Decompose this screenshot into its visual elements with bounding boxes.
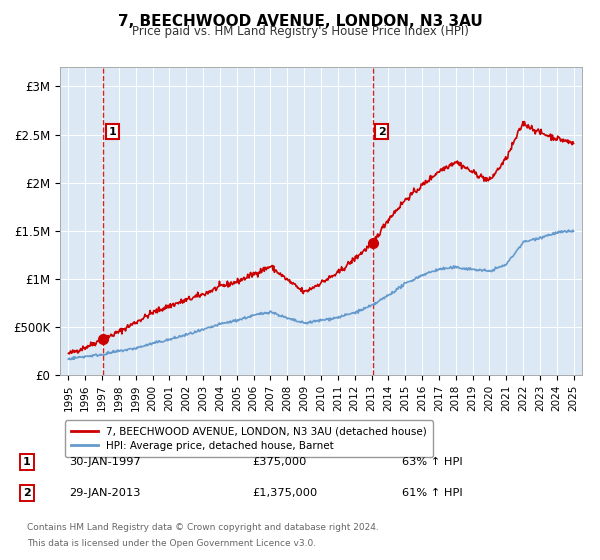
- Text: 30-JAN-1997: 30-JAN-1997: [69, 457, 141, 467]
- Text: 63% ↑ HPI: 63% ↑ HPI: [402, 457, 463, 467]
- Text: 1: 1: [23, 457, 31, 467]
- Text: £375,000: £375,000: [252, 457, 307, 467]
- Text: 61% ↑ HPI: 61% ↑ HPI: [402, 488, 463, 498]
- Text: £1,375,000: £1,375,000: [252, 488, 317, 498]
- Text: Contains HM Land Registry data © Crown copyright and database right 2024.: Contains HM Land Registry data © Crown c…: [27, 523, 379, 532]
- Text: This data is licensed under the Open Government Licence v3.0.: This data is licensed under the Open Gov…: [27, 539, 316, 548]
- Text: Price paid vs. HM Land Registry's House Price Index (HPI): Price paid vs. HM Land Registry's House …: [131, 25, 469, 38]
- Text: 2: 2: [378, 127, 386, 137]
- Text: 7, BEECHWOOD AVENUE, LONDON, N3 3AU: 7, BEECHWOOD AVENUE, LONDON, N3 3AU: [118, 14, 482, 29]
- Text: 29-JAN-2013: 29-JAN-2013: [69, 488, 140, 498]
- Text: 2: 2: [23, 488, 31, 498]
- Legend: 7, BEECHWOOD AVENUE, LONDON, N3 3AU (detached house), HPI: Average price, detach: 7, BEECHWOOD AVENUE, LONDON, N3 3AU (det…: [65, 421, 433, 457]
- Text: 1: 1: [109, 127, 116, 137]
